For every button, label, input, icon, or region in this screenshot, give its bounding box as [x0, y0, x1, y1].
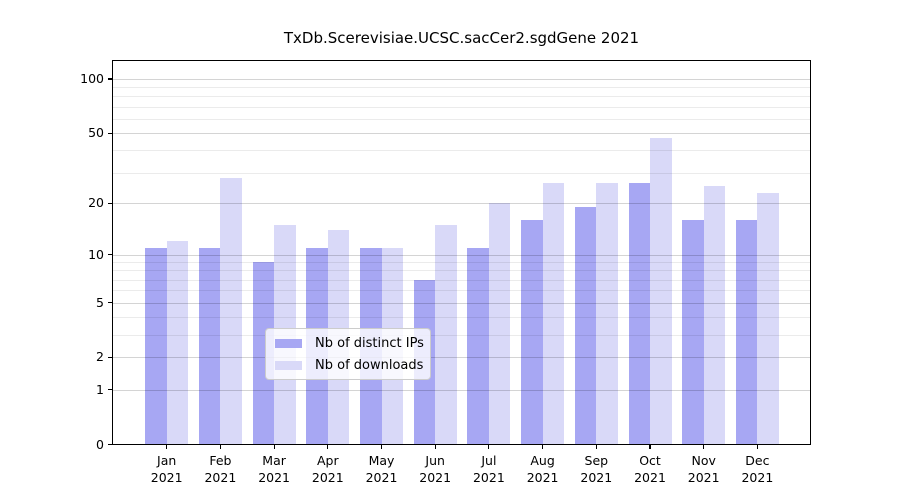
x-tick-mark [542, 445, 544, 449]
x-tick-mark [488, 445, 490, 449]
y-tick-label: 1 [96, 381, 104, 397]
x-tick-mark [166, 445, 168, 449]
bar-distinct-ips [628, 183, 650, 445]
y-tick-label: 5 [96, 294, 104, 310]
major-gridline [112, 254, 811, 256]
bar-downloads [220, 177, 242, 445]
bar-downloads [166, 241, 189, 445]
y-tick-mark [107, 78, 112, 80]
x-tick-mark [434, 445, 436, 449]
major-gridline [112, 357, 811, 359]
x-tick-mark [219, 445, 221, 449]
bar-distinct-ips [735, 220, 758, 445]
x-tick-mark [327, 445, 329, 449]
bar-downloads [488, 203, 511, 445]
y-tick-label: 50 [88, 125, 104, 141]
y-tick-label: 0 [96, 436, 104, 452]
minor-gridline [112, 279, 811, 281]
bar-downloads [435, 224, 457, 445]
x-tick-label: Oct 2021 [634, 453, 666, 485]
y-tick-mark [107, 253, 112, 256]
major-gridline [112, 302, 811, 304]
x-tick-mark [380, 445, 383, 449]
bar-distinct-ips [145, 247, 167, 445]
y-tick-label: 2 [96, 349, 104, 365]
legend: Nb of distinct IPs Nb of downloads [265, 328, 431, 380]
x-tick-mark [273, 445, 275, 449]
bar-downloads [650, 137, 672, 445]
x-tick-label: Jan 2021 [150, 453, 183, 485]
chart-title: TxDb.Scerevisiae.UCSC.sacCer2.sgdGene 20… [283, 29, 640, 47]
x-tick-label: Apr 2021 [311, 453, 344, 485]
x-tick-mark [595, 445, 597, 449]
x-tick-mark [703, 445, 705, 449]
y-tick-label: 20 [88, 195, 104, 211]
bar-distinct-ips [574, 207, 597, 445]
minor-gridline [112, 262, 811, 264]
y-tick-label: 10 [88, 246, 104, 262]
x-tick-label: Sep 2021 [580, 453, 613, 485]
minor-gridline [112, 118, 811, 120]
bar-downloads [596, 183, 618, 445]
legend-swatch-distinct-ips [275, 338, 302, 348]
bar-downloads [703, 186, 726, 445]
major-gridline [112, 133, 811, 135]
minor-gridline [112, 317, 811, 319]
minor-gridline [112, 150, 811, 152]
minor-gridline [112, 334, 811, 336]
minor-gridline [112, 270, 811, 272]
plot-area [112, 60, 811, 445]
minor-gridline [112, 96, 811, 98]
bar-distinct-ips [252, 262, 275, 445]
minor-gridline [112, 106, 811, 108]
legend-label-downloads: Nb of downloads [315, 357, 424, 373]
x-tick-mark [756, 445, 758, 449]
legend-swatch-downloads [275, 360, 302, 370]
x-tick-label: Jul 2021 [472, 453, 505, 485]
x-tick-label: Feb 2021 [204, 453, 237, 485]
y-tick-mark [107, 202, 112, 204]
minor-gridline [112, 290, 811, 292]
bar-distinct-ips [198, 247, 221, 445]
x-tick-mark [649, 445, 651, 449]
x-tick-label: Nov 2021 [687, 453, 720, 485]
legend-row-downloads: Nb of downloads [275, 356, 430, 375]
bar-downloads [542, 183, 565, 445]
minor-gridline [112, 172, 811, 174]
bar-distinct-ips [467, 247, 489, 445]
x-tick-label: Jun 2021 [419, 453, 452, 485]
x-tick-label: Dec 2021 [741, 453, 774, 485]
y-tick-mark [107, 356, 112, 359]
x-tick-label: Aug 2021 [526, 453, 559, 485]
y-tick-label: 100 [80, 71, 104, 86]
bar-downloads [757, 192, 779, 445]
y-tick-mark [107, 389, 112, 391]
legend-row-distinct-ips: Nb of distinct IPs [275, 334, 430, 353]
x-tick-label: May 2021 [365, 453, 398, 485]
y-tick-mark [107, 443, 112, 446]
bar-distinct-ips [521, 220, 543, 445]
major-gridline [112, 203, 811, 205]
x-tick-label: Mar 2021 [258, 453, 290, 485]
minor-gridline [112, 87, 811, 89]
major-gridline [112, 389, 811, 391]
y-tick-mark [107, 132, 112, 134]
major-gridline [112, 79, 811, 80]
y-tick-mark [107, 301, 112, 304]
bar-distinct-ips [682, 220, 704, 445]
legend-label-distinct-ips: Nb of distinct IPs [315, 335, 424, 351]
